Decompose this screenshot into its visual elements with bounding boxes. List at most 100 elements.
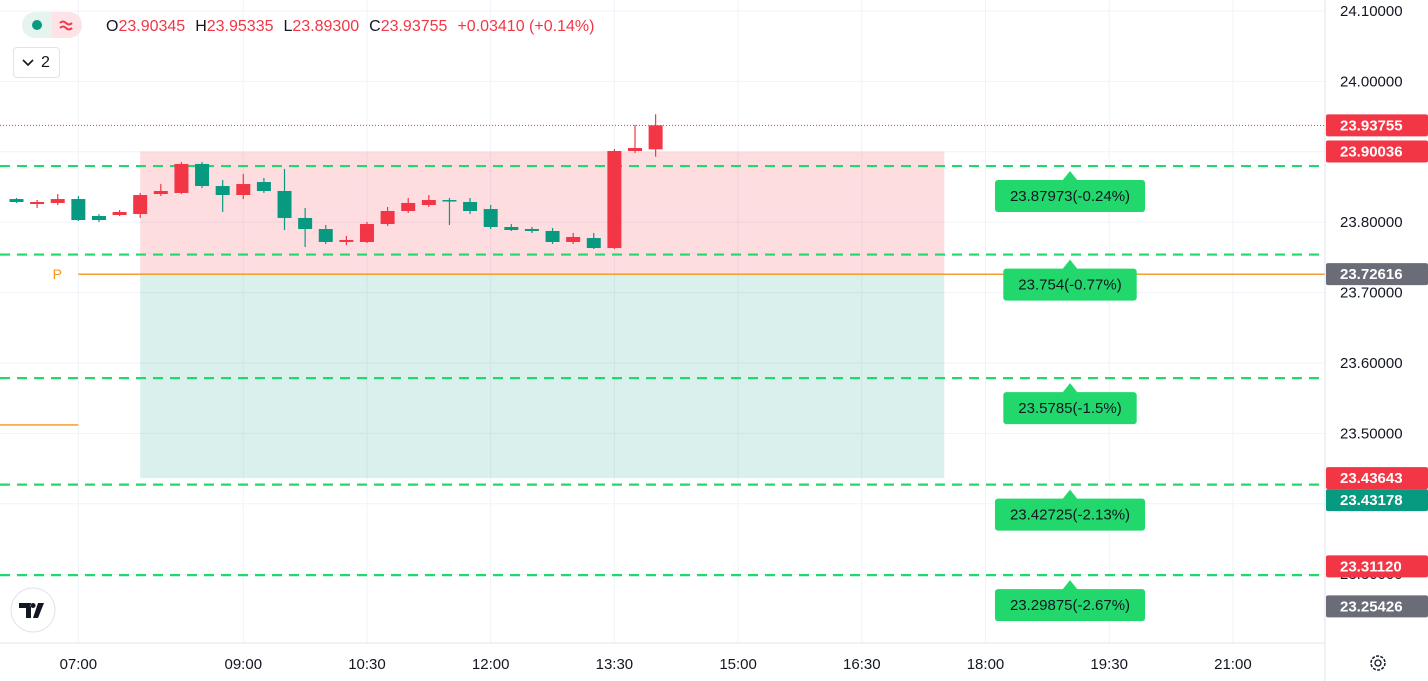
legend-key: O [106,18,119,35]
level-tag-box [994,498,1146,531]
y-tick-label: 23.60000 [1340,355,1403,372]
x-tick-label: 10:30 [348,656,386,673]
price-label-box [1326,489,1428,512]
logo-bg [10,587,56,633]
candle-body [628,147,643,152]
candle-body [112,211,127,216]
candle-body [359,224,374,242]
price-label: 23.93755 [1340,117,1403,134]
candle-body [483,209,498,227]
candle-body [50,199,65,203]
x-tick-label: 16:30 [843,656,881,673]
candle-body [174,163,189,193]
level-tag-pointer [1062,171,1078,182]
legend-key: H [195,18,207,35]
price-label-box [1326,555,1428,578]
candle-body [298,217,313,230]
legend-key: C [369,18,381,35]
level-tag-label: 23.5785(-1.5%) [1018,400,1121,417]
legend-key: L [283,18,293,35]
candle-body [339,240,354,242]
candle-body [524,229,539,231]
candle-body [380,211,395,225]
candle-body [133,195,148,215]
price-label: 23.31120 [1340,558,1402,575]
level-tag-label: 23.754(-0.77%) [1018,277,1121,294]
x-tick-label: 18:00 [967,656,1005,673]
legend-change: +0.03410 (+0.14%) [457,18,595,35]
collapse-button[interactable]: 2 [13,47,60,78]
time-axis-bg [0,643,1325,681]
candle-body [421,200,436,206]
pivot-label: P [53,266,62,282]
level-tag-box [994,180,1146,213]
y-tick-label: 24.10000 [1340,3,1403,20]
x-tick-label: 09:00 [225,656,263,673]
candle-body [153,191,168,195]
target-zone [140,274,945,479]
level-tag: 23.5785(-1.5%) [1003,383,1137,425]
price-label-box [1326,114,1428,137]
status-pill[interactable] [22,12,82,38]
candle-body [586,238,601,249]
candle-body [277,191,292,218]
y-tick-label: 23.50000 [1340,425,1403,442]
level-tag-label: 23.42725(-2.13%) [1010,507,1130,524]
candle-body [504,226,519,231]
y-tick-label: 23.80000 [1340,214,1403,231]
pane-count: 2 [41,54,50,71]
level-tag-box [1003,392,1137,425]
legend-value: 23.90345 [118,18,186,35]
x-tick-label: 21:00 [1214,656,1252,673]
level-tag-pointer [1062,580,1078,591]
price-label-box [1326,595,1428,618]
ohlc-legend: O23.90345 H23.95335 L23.89300 C23.93755 +0.0… [106,18,594,36]
legend-value: 23.95335 [206,18,274,35]
level-tag-pointer [1062,383,1078,394]
price-label-box [1326,467,1428,490]
legend-value: 23.93755 [380,18,448,35]
level-tag-pointer [1062,489,1078,500]
candle-body [91,215,106,221]
candle-body [545,230,560,242]
logo [19,603,44,618]
x-tick-label: 12:00 [472,656,510,673]
y-tick-label: 23.70000 [1340,285,1403,302]
candle-body [71,199,86,221]
x-tick-label: 19:30 [1090,656,1128,673]
candle-body [9,199,24,202]
settings-icon-hub [1374,659,1382,667]
candle-body [215,186,230,196]
price-label: 23.72616 [1340,266,1403,283]
level-tag: 23.29875(-2.67%) [994,580,1146,622]
x-tick-label: 13:30 [596,656,634,673]
candle-body [648,125,663,150]
level-tag: 23.87973(-0.24%) [994,171,1146,213]
candle-body [318,229,333,242]
level-tag-box [1003,268,1137,301]
candle-body [256,181,271,192]
candle-body [566,236,581,242]
candle-body [30,201,45,205]
x-tick-label: 15:00 [719,656,757,673]
level-tag-label: 23.87973(-0.24%) [1010,188,1130,205]
level-tag: 23.42725(-2.13%) [994,489,1146,531]
stop-zone [140,151,945,275]
price-label-box [1326,263,1428,286]
candle-body [442,200,457,202]
price-label: 23.25426 [1340,598,1403,615]
y-tick-label: 24.00000 [1340,73,1403,90]
price-label: 23.90036 [1340,144,1403,161]
price-label: 23.43643 [1340,470,1403,487]
price-label-box [1326,140,1428,163]
level-tag-pointer [1062,259,1078,270]
level-tag-label: 23.29875(-2.67%) [1010,597,1130,614]
price-label: 23.43178 [1340,492,1403,509]
chevron [22,59,34,67]
candle-body [236,184,251,196]
legend-value: 23.89300 [292,18,360,35]
settings-icon[interactable] [1370,655,1386,671]
candle-body [463,201,478,212]
candle-body [607,151,622,249]
